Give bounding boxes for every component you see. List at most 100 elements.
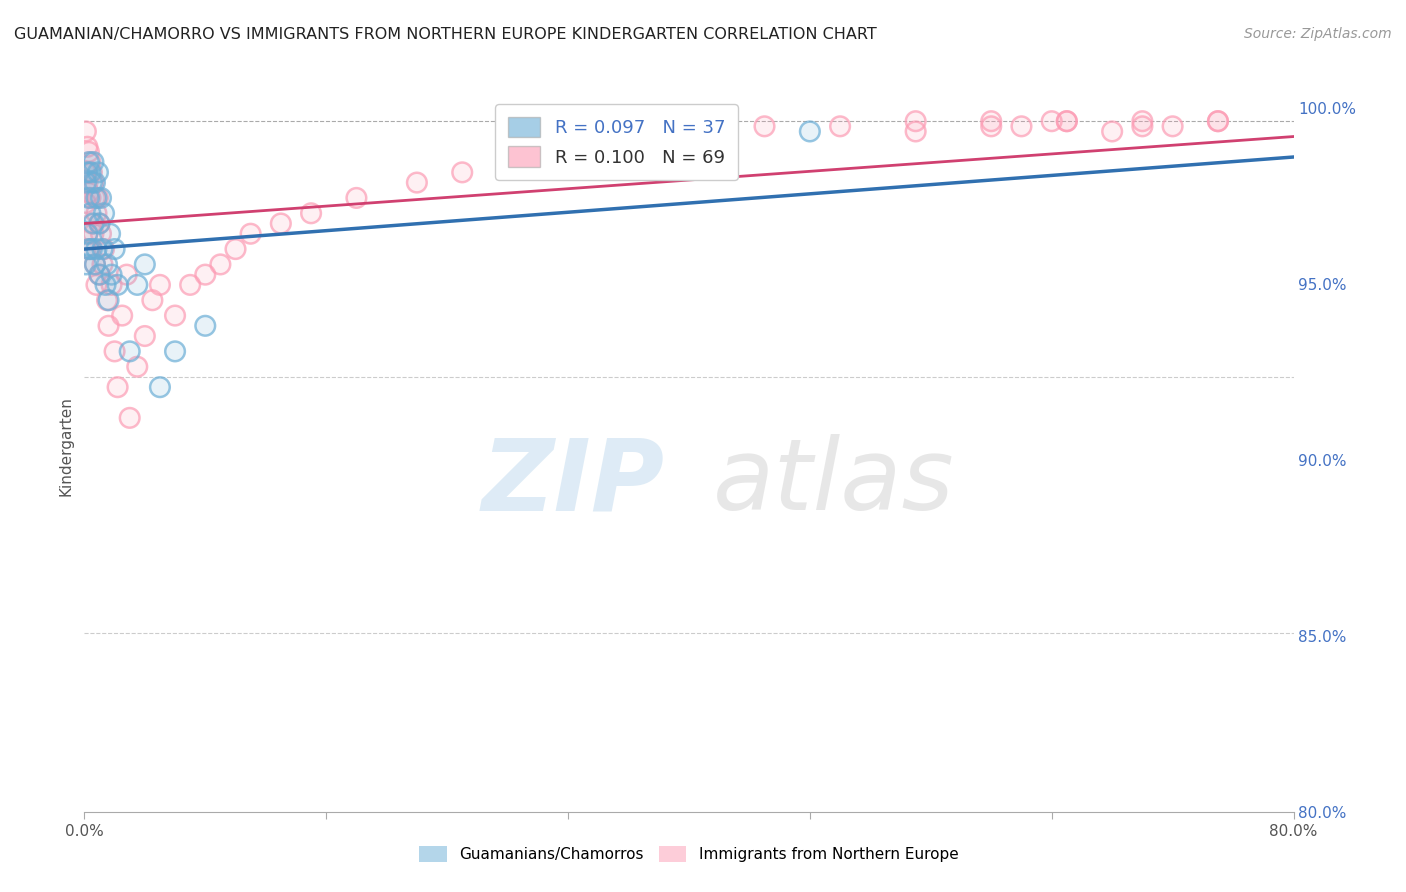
Point (93, 242, 115, 256)
Point (87, 165, 110, 179)
Point (97, 293, 120, 308)
Point (90, 227, 112, 241)
Point (451, 165, 474, 179)
Point (1011, 120, 1033, 134)
Point (87, 165, 110, 179)
Point (1056, 114, 1078, 128)
Point (79, 206, 101, 220)
Point (82, 176, 104, 190)
Point (77, 186, 100, 200)
Point (93, 206, 115, 220)
Point (100, 268, 122, 282)
Point (82, 217, 104, 231)
Point (91, 242, 114, 256)
Point (80, 242, 103, 256)
Point (904, 124, 927, 138)
Point (904, 114, 927, 128)
Point (90, 191, 112, 205)
Point (1056, 114, 1078, 128)
Point (270, 217, 292, 231)
Point (149, 380, 172, 394)
Point (194, 318, 217, 333)
Point (194, 268, 217, 282)
Point (76, 227, 98, 241)
Point (84, 191, 107, 205)
Point (94, 277, 117, 292)
Point (100, 277, 122, 292)
Point (76, 227, 98, 241)
Point (84, 257, 107, 271)
Point (179, 277, 201, 292)
Point (80, 217, 103, 231)
Point (77, 242, 100, 256)
Point (602, 135, 624, 149)
Point (678, 124, 700, 138)
Point (77, 242, 100, 256)
Point (79, 242, 101, 256)
Point (141, 293, 163, 308)
Point (91, 257, 114, 271)
Point (1040, 114, 1063, 128)
Point (77, 242, 100, 256)
Point (75, 196, 97, 211)
Point (980, 114, 1002, 128)
Point (76, 140, 98, 154)
Point (1206, 114, 1229, 128)
Point (239, 227, 262, 241)
Point (86, 242, 108, 256)
Point (225, 242, 247, 256)
Point (98, 227, 121, 241)
Point (1130, 120, 1153, 134)
Point (93, 242, 115, 256)
Point (149, 380, 172, 394)
Point (97, 293, 120, 308)
Point (1130, 114, 1153, 128)
Point (76, 227, 98, 241)
Point (86, 277, 108, 292)
Point (77, 186, 100, 200)
Point (194, 318, 217, 333)
Point (118, 410, 141, 425)
Point (1011, 120, 1033, 134)
Point (84, 257, 107, 271)
Point (104, 344, 127, 359)
Point (97, 318, 120, 333)
Legend: Guamanians/Chamorros, Immigrants from Northern Europe: Guamanians/Chamorros, Immigrants from No… (412, 838, 966, 870)
Point (1130, 114, 1153, 128)
Point (1206, 114, 1229, 128)
Point (107, 277, 129, 292)
Point (79, 191, 101, 205)
Point (75, 196, 97, 211)
Point (107, 277, 129, 292)
Point (84, 257, 107, 271)
Point (75, 176, 97, 190)
Point (118, 410, 141, 425)
Point (75, 124, 97, 138)
Point (93, 206, 115, 220)
Point (754, 120, 776, 134)
Point (86, 206, 108, 220)
Point (1206, 114, 1229, 128)
Point (149, 277, 172, 292)
Point (799, 124, 821, 138)
Point (830, 120, 852, 134)
Point (239, 227, 262, 241)
Point (165, 309, 187, 323)
Point (980, 120, 1002, 134)
Point (86, 206, 108, 220)
Point (77, 191, 100, 205)
Y-axis label: Kindergarten: Kindergarten (58, 396, 73, 496)
Point (79, 155, 101, 169)
Point (89, 217, 111, 231)
Point (89, 268, 111, 282)
Point (96, 257, 118, 271)
Point (100, 268, 122, 282)
Point (90, 227, 112, 241)
Point (94, 277, 117, 292)
Point (82, 176, 104, 190)
Point (127, 277, 149, 292)
Point (77, 155, 100, 169)
Point (104, 242, 127, 256)
Point (527, 145, 550, 159)
Point (86, 191, 108, 205)
